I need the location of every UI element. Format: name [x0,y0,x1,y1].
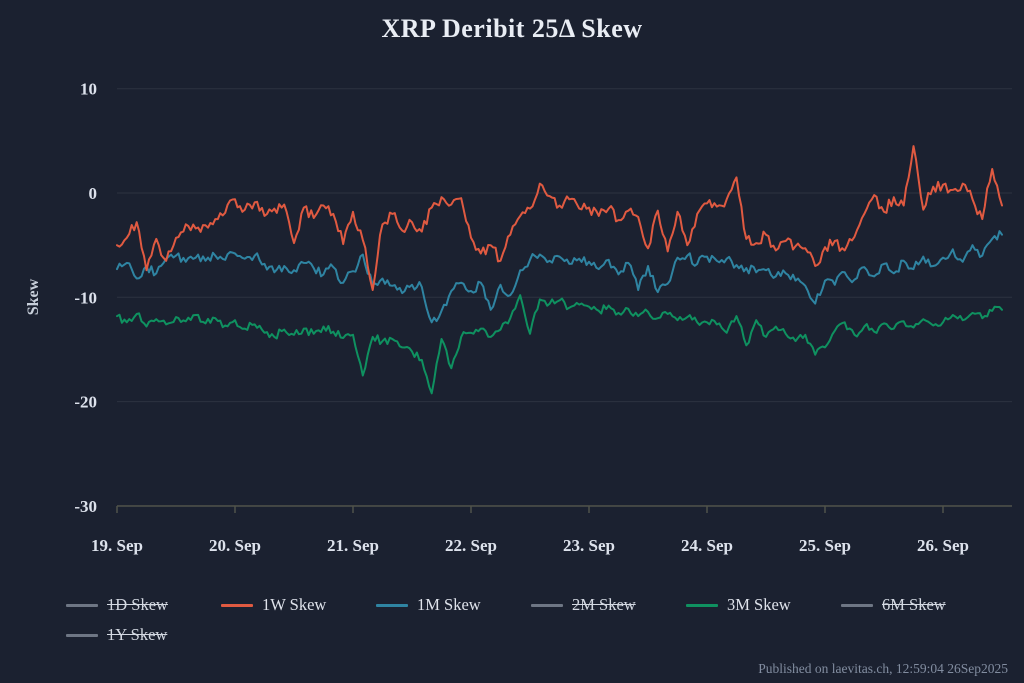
legend-line-marker [221,603,253,607]
x-tick-label: 23. Sep [563,536,615,555]
x-tick-label: 20. Sep [209,536,261,555]
legend-line-marker [531,603,563,607]
y-tick-label: -20 [74,393,97,412]
chart-legend: 1D Skew 1W Skew 1M Skew 2M Skew 3M Skew 6M Sk… [66,590,1006,650]
legend-item-3m-skew[interactable]: 3M Skew [686,590,841,620]
legend-line-marker [66,603,98,607]
legend-line-marker [376,603,408,607]
legend-label: 2M Skew [572,595,636,614]
legend-label: 1M Skew [417,595,481,614]
legend-line-marker [841,603,873,607]
x-tick-label: 22. Sep [445,536,497,555]
x-tick-label: 26. Sep [917,536,969,555]
y-tick-label: 10 [80,80,97,99]
legend-label: 1W Skew [262,595,327,614]
x-tick-label: 21. Sep [327,536,379,555]
x-tick-label: 19. Sep [91,536,143,555]
legend-label: 1D Skew [107,595,168,614]
legend-label: 1Y Skew [107,625,168,644]
x-tick-label: 25. Sep [799,536,851,555]
legend-item-2m-skew[interactable]: 2M Skew [531,590,686,620]
legend-item-6m-skew[interactable]: 6M Skew [841,590,996,620]
legend-item-1m-skew[interactable]: 1M Skew [376,590,531,620]
legend-item-1y-skew[interactable]: 1Y Skew [66,620,221,650]
legend-line-marker [686,603,718,607]
series-line-3m-skew [116,294,1003,395]
x-tick-label: 24. Sep [681,536,733,555]
legend-label: 3M Skew [727,595,791,614]
y-tick-label: 0 [89,184,98,203]
legend-item-1d-skew[interactable]: 1D Skew [66,590,221,620]
chart-title: XRP Deribit 25Δ Skew [381,14,643,43]
legend-item-1w-skew[interactable]: 1W Skew [221,590,376,620]
series-line-1m-skew [116,230,1003,324]
legend-line-marker [66,633,98,637]
y-tick-label: -30 [74,497,97,516]
published-footer: Published on laevitas.ch, 12:59:04 26Sep… [758,661,1008,676]
legend-label: 6M Skew [882,595,946,614]
y-tick-label: -10 [74,288,97,307]
series-line-1w-skew [116,145,1003,291]
y-axis-label: Skew [25,278,42,315]
